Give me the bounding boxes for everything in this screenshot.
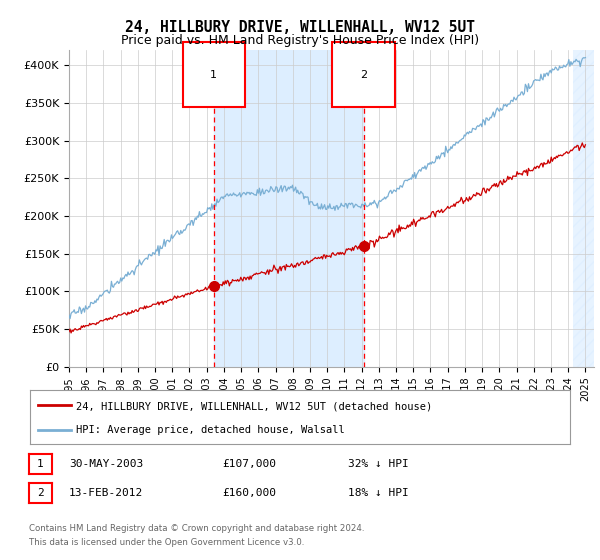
Bar [574, 50, 594, 367]
Text: Price paid vs. HM Land Registry's House Price Index (HPI): Price paid vs. HM Land Registry's House … [121, 34, 479, 48]
Text: This data is licensed under the Open Government Licence v3.0.: This data is licensed under the Open Gov… [29, 538, 304, 547]
Text: Contains HM Land Registry data © Crown copyright and database right 2024.: Contains HM Land Registry data © Crown c… [29, 524, 364, 533]
Text: £160,000: £160,000 [222, 488, 276, 498]
Text: HPI: Average price, detached house, Walsall: HPI: Average price, detached house, Wals… [76, 425, 344, 435]
Text: £107,000: £107,000 [222, 459, 276, 469]
Text: 30-MAY-2003: 30-MAY-2003 [69, 459, 143, 469]
Text: 1: 1 [37, 459, 44, 469]
Text: 18% ↓ HPI: 18% ↓ HPI [348, 488, 409, 498]
Text: 2: 2 [37, 488, 44, 498]
Text: 2: 2 [360, 69, 367, 80]
Text: 1: 1 [211, 69, 217, 80]
Text: 24, HILLBURY DRIVE, WILLENHALL, WV12 5UT: 24, HILLBURY DRIVE, WILLENHALL, WV12 5UT [125, 21, 475, 35]
Bar [214, 50, 364, 367]
Text: 32% ↓ HPI: 32% ↓ HPI [348, 459, 409, 469]
Text: 13-FEB-2012: 13-FEB-2012 [69, 488, 143, 498]
Text: 24, HILLBURY DRIVE, WILLENHALL, WV12 5UT (detached house): 24, HILLBURY DRIVE, WILLENHALL, WV12 5UT… [76, 402, 432, 411]
